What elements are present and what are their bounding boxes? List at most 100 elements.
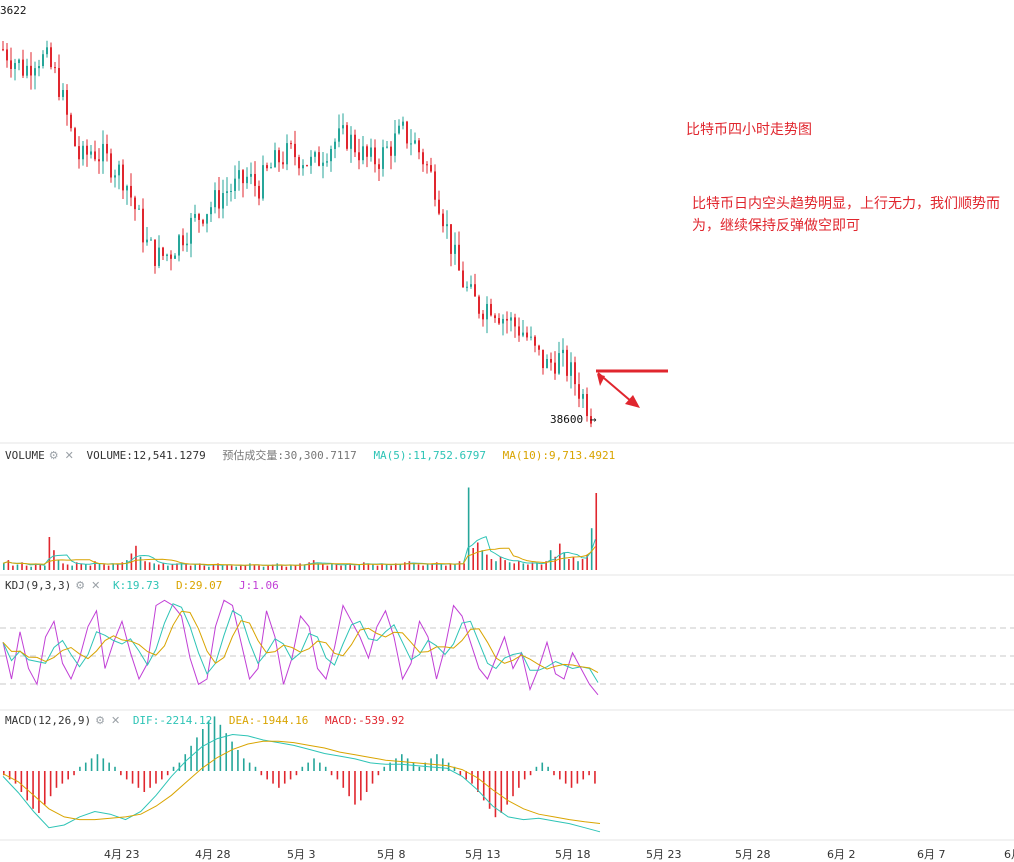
volume-bar [30,566,32,570]
candle-body [366,146,368,157]
volume-bar [426,564,429,570]
candle-body [194,214,196,218]
candle [438,190,440,216]
macd-hist-bar [307,762,309,771]
macd-hist-bar [500,771,503,813]
candle-body [266,165,268,169]
volume-bar [198,563,201,570]
candle-body [34,68,36,76]
candle [18,58,20,71]
volume-bar [66,564,69,570]
macd-hist-bar [278,771,280,788]
candle-body [426,164,428,166]
candle [270,162,272,169]
volume-series [2,487,598,570]
candle-body [478,296,480,314]
candle-body [414,140,416,144]
volume-bar [568,559,570,570]
volume-indicator-name[interactable]: VOLUME [5,449,45,462]
volume-bar [385,564,388,570]
candle-body [578,384,580,399]
macd-hist-bar [576,771,579,784]
candle-body [558,353,560,374]
close-icon[interactable]: ✕ [64,449,74,462]
volume-bar [486,554,488,570]
close-icon[interactable]: ✕ [91,579,101,592]
macd-hist-bar [178,762,181,771]
candle [158,235,160,269]
volume-bar [294,565,297,570]
candle [502,314,504,336]
volume-bar [171,564,174,570]
candle-body [50,47,52,68]
arrow-head [625,395,640,408]
candle [482,309,484,327]
macd-hist-bar [137,771,140,788]
volume-bar [577,561,579,570]
candle [286,134,288,171]
volume-bar [107,565,110,570]
candle [446,210,448,239]
macd-hist-bar [125,771,128,780]
candle-body [258,185,260,199]
candle-body [430,165,432,172]
macd-hist-bar [319,762,321,771]
volume-bar [572,556,575,570]
candle [266,162,268,172]
candle-body [86,145,88,155]
macd-hist-bar [594,771,596,784]
macd-hist-bar [518,771,520,788]
candle [14,58,16,81]
macd-hist-bar [26,771,29,801]
volume-bar [344,564,347,570]
candle-body [130,185,132,198]
macd-hist-bar [494,771,497,818]
volume-bar [116,564,119,570]
macd-hist-bar [55,771,58,788]
macd-dif-readout: DIF:-2214.12 [132,714,213,727]
gear-icon[interactable]: ⚙ [48,449,59,462]
candle-body [230,190,232,192]
gear-icon[interactable]: ⚙ [95,714,105,727]
candle-body [538,345,540,350]
candle-body [382,147,384,169]
volume-bar [194,564,197,570]
candle-body [18,59,20,64]
volume-bar [303,564,306,570]
volume-bar [481,550,484,570]
candle [246,167,248,189]
volume-bar [212,564,215,570]
candle [206,213,208,233]
macd-hist-bar [441,758,444,771]
last-price-label: 38600 [550,413,584,426]
volume-bar [167,565,169,570]
macd-hist-bar [43,771,46,805]
candle [2,40,4,52]
candle [566,345,568,382]
candle-body [334,141,336,149]
close-icon[interactable]: ✕ [110,714,121,727]
candle-body [438,199,440,214]
kdj-indicator-name[interactable]: KDJ(9,3,3) [5,579,72,592]
macd-hist-bar [260,771,263,776]
volume-bar [62,563,64,570]
macd-hist-bar [354,771,356,805]
candle [574,356,576,396]
candle-body [198,214,200,220]
volume-bar [249,563,251,570]
volume-bar [244,565,247,570]
candle [262,155,264,201]
macd-indicator-name[interactable]: MACD(12,26,9) [5,714,92,727]
candle-body [442,213,444,227]
candle [410,129,412,156]
candle [378,158,380,181]
annotation-title: 比特币四小时走势图 [686,122,812,138]
candle-body [530,336,532,338]
volume-bar [217,563,219,570]
volume-bar [285,566,288,570]
candle [290,140,292,149]
candle [146,226,148,246]
volume-bar [340,565,342,570]
candle-body [106,143,108,154]
gear-icon[interactable]: ⚙ [75,579,86,592]
